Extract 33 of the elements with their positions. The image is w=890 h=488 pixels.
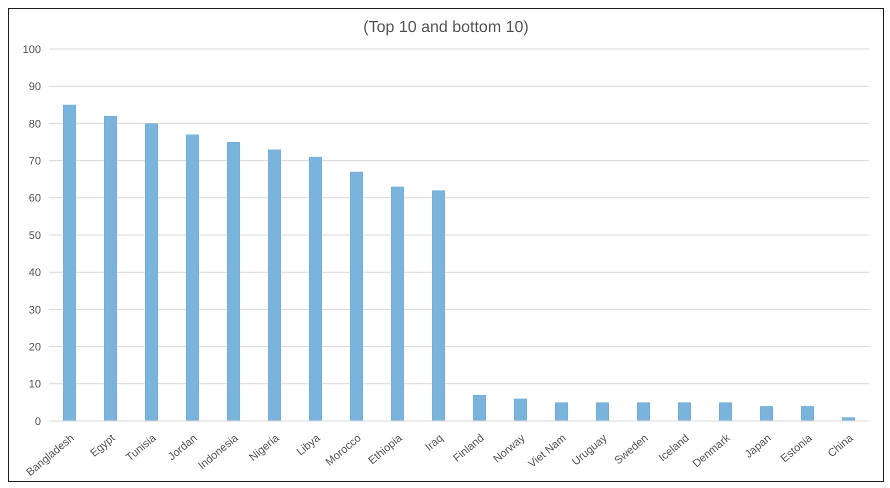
y-tick-label: 90 — [28, 81, 41, 94]
x-tick-label: Iraq — [423, 432, 446, 454]
bar — [637, 402, 650, 421]
chart-title: (Top 10 and bottom 10) — [362, 19, 530, 38]
y-tick-label: 30 — [28, 304, 41, 316]
bar — [186, 134, 199, 421]
bar — [145, 123, 158, 421]
bar — [514, 398, 527, 421]
bar — [596, 402, 609, 421]
y-tick-label: 20 — [28, 342, 41, 354]
y-tick-label: 100 — [22, 44, 41, 56]
y-tick-label: 80 — [28, 118, 41, 130]
bar — [391, 186, 404, 421]
bar — [432, 190, 445, 421]
bar — [760, 406, 773, 421]
bar — [473, 394, 486, 421]
bar — [309, 156, 322, 421]
bar — [801, 406, 814, 421]
bar — [678, 402, 691, 421]
y-tick-label: 10 — [28, 378, 41, 391]
bar — [268, 149, 281, 421]
bar — [104, 116, 117, 421]
bar — [555, 402, 568, 421]
bar — [350, 172, 363, 421]
y-tick-label: 0 — [34, 416, 41, 428]
bar — [719, 402, 732, 421]
bar — [63, 104, 76, 421]
x-tick-label: Viet Nam — [526, 432, 569, 470]
y-tick-label: 60 — [28, 192, 41, 205]
y-tick-label: 50 — [28, 230, 41, 242]
y-tick-label: 70 — [28, 156, 41, 168]
y-tick-label: 40 — [28, 267, 41, 280]
bar — [227, 142, 240, 421]
